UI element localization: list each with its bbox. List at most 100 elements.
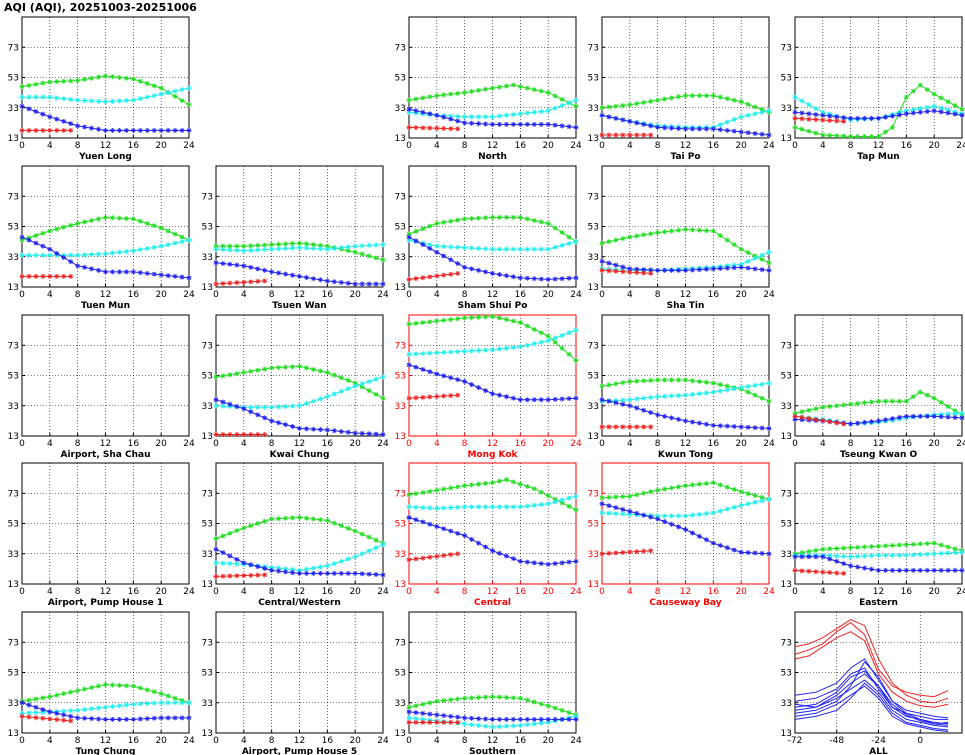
x-tick-label: 16 [708, 141, 720, 151]
data-point-blue [496, 392, 502, 398]
data-point-cyan [303, 400, 309, 406]
data-point-green [462, 315, 468, 321]
y-tick-label: 13 [588, 432, 599, 442]
x-tick-label: 20 [349, 439, 361, 449]
data-point-blue [855, 115, 861, 121]
data-point-blue [510, 716, 516, 722]
data-point-green [724, 237, 730, 243]
data-point-cyan [848, 554, 854, 560]
data-point-blue [724, 127, 730, 133]
data-point-blue [310, 276, 316, 282]
data-point-red [406, 719, 412, 725]
data-point-blue [123, 269, 129, 275]
data-point-green [910, 88, 916, 94]
data-point-cyan [559, 497, 565, 503]
data-point-green [517, 695, 523, 701]
panel-label-tung-chung: Tung Chung [76, 747, 136, 755]
y-tick-label: 33 [781, 550, 792, 560]
y-tick-label: 33 [588, 402, 599, 412]
x-tick-label: 24 [570, 141, 582, 151]
series-line-cyan [601, 498, 770, 517]
data-point-red [834, 570, 840, 576]
data-point-green [179, 98, 185, 104]
data-point-blue [559, 716, 565, 722]
data-point-blue [703, 126, 709, 132]
data-point-red [613, 550, 619, 556]
data-point-blue [469, 120, 475, 126]
data-point-cyan [269, 404, 275, 410]
data-point-blue [434, 371, 440, 377]
data-point-cyan [359, 243, 365, 249]
data-point-blue [68, 121, 74, 127]
data-point-blue [931, 413, 937, 419]
data-point-green [441, 486, 447, 492]
data-point-green [503, 477, 509, 483]
y-tick-label: 73 [395, 43, 406, 53]
y-tick-label: 53 [202, 669, 213, 679]
data-point-green [434, 220, 440, 226]
data-point-blue [813, 554, 819, 560]
data-point-blue [924, 109, 930, 115]
data-point-blue [517, 121, 523, 127]
y-tick-label: 13 [395, 729, 406, 739]
y-tick-label: 33 [588, 104, 599, 114]
panel-label-kwai-chung: Kwai Chung [270, 450, 330, 460]
data-point-red [241, 431, 247, 437]
data-point-blue [896, 567, 902, 573]
data-point-green [297, 363, 302, 369]
data-point-blue [524, 716, 530, 722]
data-point-cyan [109, 250, 115, 256]
data-point-green [545, 220, 551, 226]
data-point-blue [710, 422, 716, 428]
y-tick-label: 13 [8, 729, 19, 739]
data-point-cyan [317, 246, 323, 252]
data-point-cyan [876, 552, 881, 558]
panel-label-sham-shui-po: Sham Shui Po [458, 301, 528, 311]
y-tick-label: 33 [395, 104, 406, 114]
data-point-green [606, 104, 612, 110]
data-point-cyan [68, 252, 74, 258]
data-point-blue [876, 418, 881, 424]
data-point-cyan [310, 398, 316, 404]
data-point-blue [476, 267, 482, 273]
data-point-cyan [613, 511, 619, 517]
data-point-blue [241, 263, 247, 269]
data-point-green [882, 543, 888, 549]
y-tick-label: 13 [395, 134, 406, 144]
data-point-blue [855, 420, 861, 426]
data-point-green [455, 696, 461, 702]
data-point-blue [566, 275, 572, 281]
data-point-cyan [441, 244, 447, 250]
y-tick-label: 53 [8, 74, 19, 84]
series-line-green [601, 228, 770, 264]
data-point-green [531, 699, 537, 705]
data-point-blue [696, 126, 702, 132]
data-point-blue [19, 700, 25, 706]
data-point-cyan [213, 403, 219, 409]
data-point-cyan [455, 504, 461, 510]
data-point-green [68, 689, 74, 695]
data-point-cyan [766, 496, 772, 502]
data-point-green [538, 701, 544, 707]
data-point-blue [517, 397, 523, 403]
data-point-blue [689, 267, 695, 273]
data-point-blue [848, 421, 854, 427]
data-point-green [806, 548, 812, 554]
data-point-cyan [158, 700, 164, 706]
data-point-blue [669, 125, 675, 131]
y-tick-label: 53 [395, 74, 406, 84]
data-point-red [634, 132, 640, 138]
data-point-green [406, 492, 412, 498]
data-point-red [648, 132, 654, 138]
x-tick-label: 12 [680, 290, 691, 300]
data-point-blue [441, 526, 447, 532]
data-point-blue [420, 109, 426, 115]
data-point-blue [552, 122, 558, 128]
data-point-blue [420, 366, 426, 372]
data-point-cyan [441, 505, 447, 511]
data-point-blue [324, 278, 330, 284]
data-point-blue [531, 716, 537, 722]
data-point-green [538, 88, 544, 94]
data-point-red [26, 714, 32, 720]
